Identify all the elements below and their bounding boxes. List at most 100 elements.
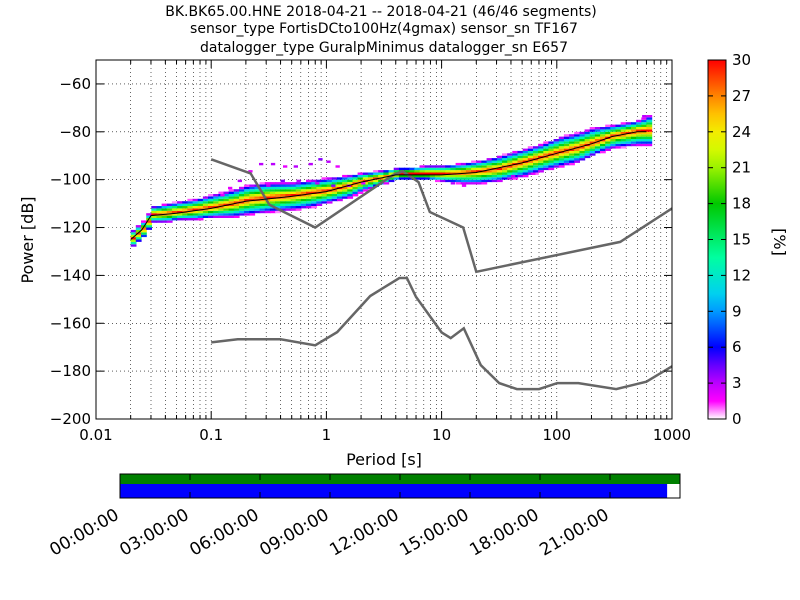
probability-cell	[321, 196, 328, 199]
probability-cell	[362, 189, 369, 192]
probability-cell	[465, 182, 472, 185]
probability-cell	[151, 215, 158, 218]
probability-cell	[471, 174, 477, 178]
probability-cell	[517, 162, 524, 166]
probability-cell	[244, 194, 250, 197]
probability-cell	[295, 198, 302, 202]
probability-cell	[641, 134, 648, 137]
probability-cell	[285, 198, 292, 202]
probability-cell	[641, 124, 648, 127]
probability-cell	[533, 172, 539, 175]
probability-cell	[563, 134, 570, 137]
probability-cell	[285, 196, 292, 199]
probability-cell	[306, 179, 312, 183]
probability-cell	[280, 186, 287, 190]
probability-cell	[615, 146, 622, 149]
probability-cell	[373, 179, 379, 183]
probability-cell	[620, 136, 627, 139]
probability-cell	[558, 158, 565, 161]
probability-cell	[589, 127, 596, 130]
probability-cell	[228, 196, 235, 199]
y-ticks: −200 −180 −160 −140 −120 −100 −80 −60	[50, 75, 672, 428]
probability-cell	[543, 155, 550, 159]
probability-cell	[574, 150, 580, 154]
probability-cell	[527, 158, 534, 161]
title-line-2: sensor_type FortisDCto100Hz(4gmax) senso…	[190, 21, 578, 37]
probability-cell	[610, 129, 617, 132]
probability-cell	[254, 194, 261, 197]
probability-cell	[471, 170, 477, 173]
probability-cell	[579, 148, 586, 151]
probability-cell	[481, 172, 488, 175]
probability-cell	[558, 162, 565, 166]
probability-cell	[171, 203, 178, 206]
probability-cell	[311, 206, 317, 209]
probability-cell	[321, 182, 328, 185]
probability-cell	[507, 155, 513, 159]
probability-cell	[589, 131, 596, 135]
probability-cell	[476, 177, 482, 180]
probability-cell	[249, 210, 256, 214]
probability-cell	[507, 172, 513, 175]
probability-cell	[166, 215, 173, 218]
probability-cell	[574, 134, 580, 137]
probability-cell	[378, 179, 384, 183]
probability-cell	[202, 210, 209, 214]
y-tick-label: −100	[50, 171, 91, 189]
probability-cell	[275, 203, 281, 206]
probability-cell	[306, 201, 312, 204]
probability-cell	[342, 194, 348, 197]
probability-cell	[615, 136, 622, 139]
probability-cell	[455, 182, 462, 185]
probability-cell	[471, 179, 477, 183]
probability-cell	[208, 210, 214, 214]
probability-cell	[414, 172, 421, 175]
probability-cell	[223, 215, 230, 218]
probability-cell	[331, 184, 336, 187]
probability-cell	[275, 201, 281, 204]
probability-cell	[522, 174, 529, 178]
chart-title: BK.BK65.00.HNE 2018-04-21 -- 2018-04-21 …	[165, 4, 596, 56]
probability-cell	[569, 150, 575, 154]
probability-cell	[244, 186, 250, 190]
probability-cell	[543, 153, 550, 156]
probability-cell	[589, 143, 596, 147]
probability-cell	[543, 150, 550, 154]
probability-cell	[641, 131, 648, 135]
probability-cell	[522, 167, 529, 171]
probability-cell	[177, 218, 183, 221]
probability-cell	[161, 203, 168, 206]
probability-cell	[161, 206, 168, 209]
probability-cell	[146, 227, 152, 230]
probability-cell	[311, 182, 317, 185]
probability-cell	[192, 213, 199, 216]
probability-cell	[233, 194, 240, 197]
probability-cell	[579, 150, 586, 154]
probability-cell	[197, 201, 204, 204]
probability-cell	[239, 203, 245, 206]
probability-cell	[213, 203, 219, 206]
probability-cell	[141, 234, 147, 238]
probability-cell	[569, 148, 575, 151]
probability-cell	[295, 191, 302, 194]
probability-cell	[641, 141, 648, 144]
probability-cell	[295, 203, 302, 206]
probability-cell	[543, 143, 550, 147]
probability-cell	[584, 148, 591, 151]
probability-cell	[218, 206, 225, 209]
probability-cell	[295, 189, 302, 192]
low-noise-model-line	[211, 276, 672, 391]
probability-cell	[636, 119, 642, 123]
probability-cell	[367, 186, 374, 190]
probability-cell	[445, 174, 452, 178]
probability-cell	[507, 177, 513, 180]
probability-cell	[600, 143, 606, 147]
y-tick-label: −200	[50, 410, 91, 428]
probability-cell	[625, 134, 632, 137]
probability-cell	[213, 198, 219, 202]
probability-cell	[254, 208, 261, 211]
probability-cell	[187, 213, 194, 216]
timeline-tick-label: 03:00:00	[116, 505, 192, 561]
colorbar-ticks: 0 3 6 9 12 15 18 21 24 27 30	[708, 51, 751, 428]
probability-cell	[625, 139, 632, 142]
